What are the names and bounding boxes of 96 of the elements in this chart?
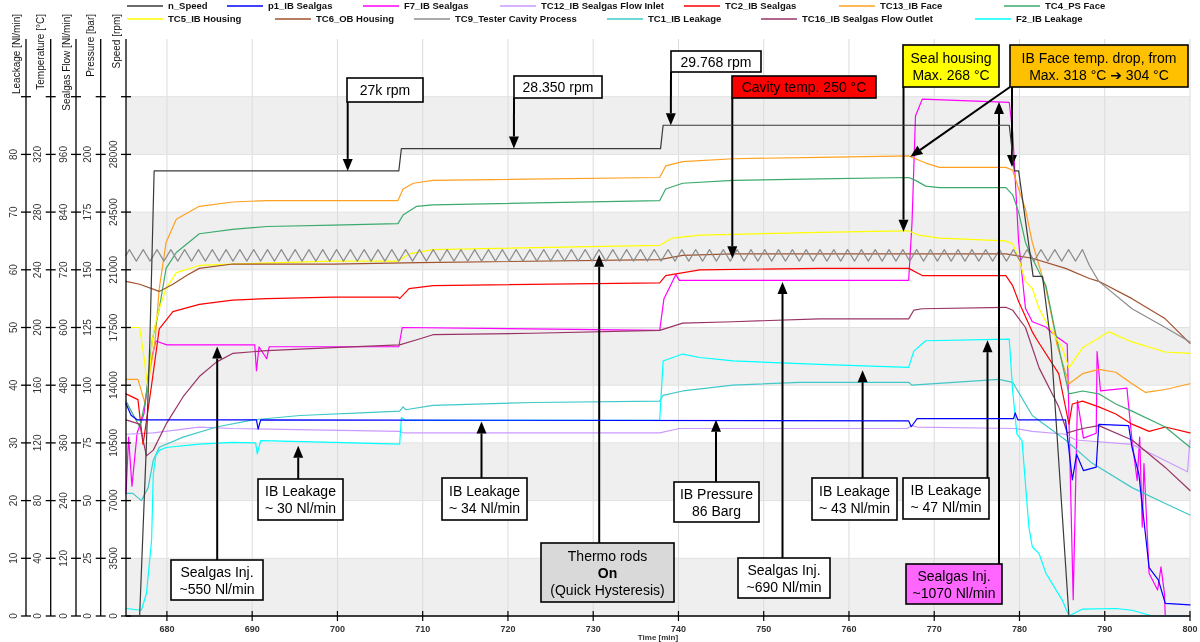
annotation: IB Pressure 86 Barg (679, 485, 754, 519)
annotation: Sealgas Inj. ~690 Nl/min (746, 561, 822, 595)
y-tick-label: 14000 (107, 370, 119, 400)
legend-label: TC4_PS Face (1045, 0, 1106, 12)
x-tick-label: 720 (500, 624, 516, 634)
y-axis-title: Speed [rpm] (110, 13, 122, 69)
y2-tick-label: 80 (32, 494, 44, 507)
y3-tick-label: 840 (57, 203, 69, 221)
y3-tick-label: 600 (57, 318, 69, 336)
y2-tick-label: 100 (82, 376, 94, 394)
legend-label: TC6_OB Housing (316, 13, 395, 25)
y-tick-label: 21000 (107, 255, 119, 284)
annotation: Sealgas Inj. ~1070 Nl/min (912, 567, 996, 601)
y-tick-label: 17500 (107, 313, 119, 342)
legend-label: F2_IB Leakage (1016, 13, 1083, 25)
y-tick-label: 70 (7, 206, 19, 218)
y2-tick-label: 280 (32, 203, 44, 221)
y-tick-label: 10500 (107, 428, 119, 457)
x-axis-title: Time [min] (637, 633, 679, 642)
annotation: Seal housing Max. 268 °C (910, 49, 992, 83)
legend-label: TC16_IB Sealgas Flow Outlet (802, 13, 934, 25)
annotation: 28.350 rpm (522, 79, 594, 95)
y-tick-label: 50 (7, 321, 19, 334)
x-tick-label: 740 (670, 624, 686, 634)
y3-axis-title: Sealgas Flow [Nl/min] (60, 13, 72, 111)
legend-label: F7_IB Sealgas (404, 0, 469, 12)
x-tick-label: 760 (841, 624, 857, 634)
annotation: Sealgas Inj. ~550 Nl/min (179, 563, 255, 597)
y-tick-label: 30 (7, 436, 19, 449)
y2-tick-label: 75 (82, 436, 94, 449)
y-tick-label: 28000 (107, 140, 119, 169)
y2-tick-label: 150 (82, 261, 94, 279)
y2-tick-label: 50 (82, 494, 94, 507)
x-tick-label: 690 (244, 624, 260, 634)
line-series (125, 267, 1191, 445)
y3-tick-label: 960 (57, 145, 69, 163)
annotation: Thermo rods On (Quick Hysteresis) (550, 547, 665, 598)
y-tick-label: 0 (107, 612, 119, 619)
x-tick-label: 800 (1182, 624, 1198, 634)
y-tick-label: 24500 (107, 197, 119, 227)
y2-tick-label: 160 (32, 376, 44, 394)
y2-tick-label: 200 (82, 145, 94, 163)
y2-tick-label: 320 (32, 145, 44, 163)
x-tick-label: 790 (1097, 624, 1113, 634)
legend-label: n_Speed (168, 0, 208, 12)
y3-tick-label: 240 (57, 491, 69, 509)
line-series (125, 424, 1191, 473)
y3-tick-label: 360 (57, 434, 69, 452)
y-tick-label: 10 (7, 552, 19, 564)
x-tick-label: 700 (329, 624, 345, 634)
annotation: Cavity temp. 250 °C (741, 79, 867, 95)
legend-label: TC1_IB Leakage (648, 13, 722, 25)
legend-label: TC12_IB Sealgas Flow Inlet (541, 0, 665, 12)
annotation: 29.768 rpm (680, 53, 752, 70)
y-tick-label: 0 (7, 612, 19, 619)
annotation: IB Face temp. drop, from Max. 318 °C ➔ 304 °C (1021, 49, 1177, 83)
legend-label: TC5_IB Housing (168, 13, 242, 25)
x-tick-label: 780 (1011, 624, 1027, 634)
y2-tick-label: 25 (82, 552, 94, 564)
y-tick-label: 3500 (107, 546, 119, 570)
y2-axis-title: Pressure [bar] (85, 13, 97, 77)
y2-tick-label: 240 (32, 261, 44, 279)
y2-tick-label: 200 (32, 318, 44, 336)
y3-tick-label: 480 (57, 376, 69, 394)
annotation: IB Leakage ~ 47 Nl/min (910, 482, 982, 515)
x-tick-label: 710 (415, 624, 431, 634)
y3-tick-label: 0 (57, 612, 69, 619)
legend-label: p1_IB Sealgas (268, 0, 333, 12)
y3-tick-label: 120 (57, 549, 69, 567)
y2-tick-label: 120 (32, 434, 44, 452)
y2-tick-label: 0 (32, 612, 44, 619)
x-tick-label: 680 (159, 624, 175, 634)
legend-label: TC13_IB Face (880, 0, 943, 12)
y2-axis-title: Temperature [°C] (35, 13, 47, 90)
annotation: IB Leakage ~ 43 Nl/min (818, 482, 891, 516)
y3-tick-label: 720 (57, 261, 69, 279)
y-axis-title: Leackage [Nl/min] (10, 13, 22, 95)
line-series (125, 403, 1191, 606)
line-series (125, 176, 1191, 448)
y-tick-label: 20 (7, 494, 19, 507)
y2-tick-label: 125 (82, 318, 94, 336)
annotation: 27k rpm (359, 82, 411, 98)
x-tick-label: 770 (926, 624, 942, 634)
y2-tick-label: 175 (82, 203, 94, 221)
y2-tick-label: 0 (82, 612, 94, 619)
annotation: IB Leakage ~ 30 Nl/min (264, 483, 337, 516)
x-tick-label: 750 (756, 624, 772, 634)
y-tick-label: 7000 (107, 489, 119, 512)
y-tick-label: 80 (7, 148, 19, 160)
annotation: IB Leakage ~ 34 Nl/min (448, 482, 521, 516)
y-tick-label: 40 (7, 379, 19, 391)
y-tick-label: 60 (7, 263, 19, 276)
y2-tick-label: 40 (32, 552, 44, 564)
legend-label: TC9_Tester Cavity Process (455, 13, 577, 25)
x-tick-label: 730 (585, 624, 601, 634)
legend-label: TC2_IB Sealgas (725, 0, 797, 12)
